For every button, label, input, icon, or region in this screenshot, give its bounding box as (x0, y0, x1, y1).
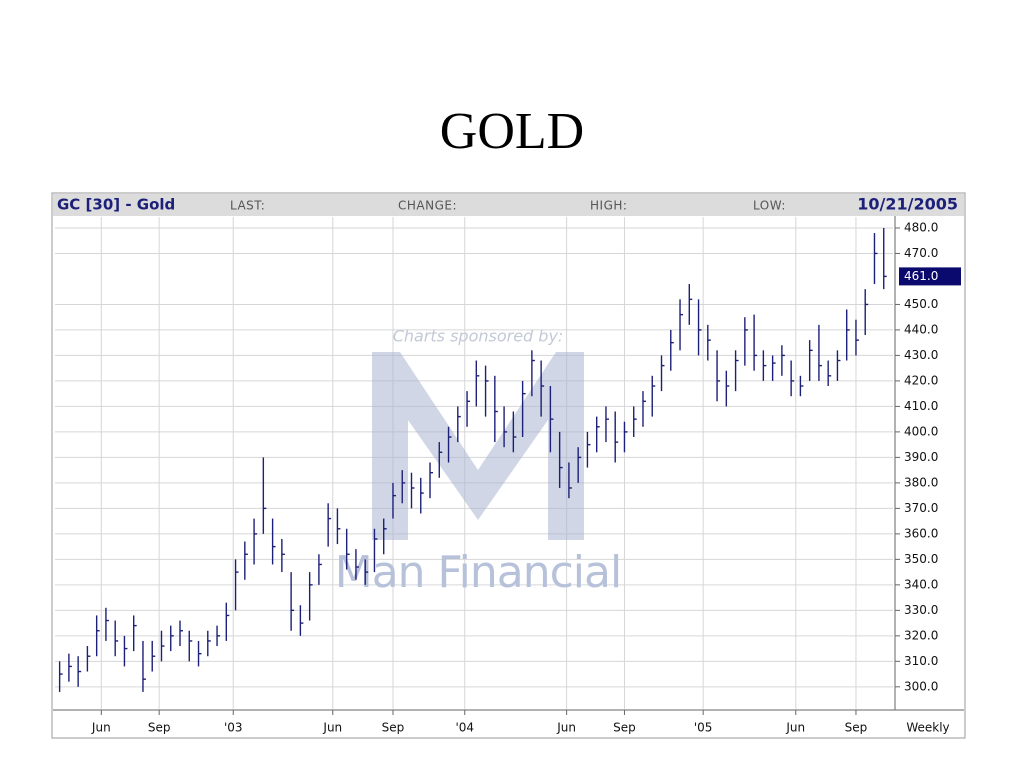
x-tick-label: '03 (224, 721, 243, 735)
x-tick-label: Jun (322, 721, 342, 735)
x-tick-label: Sep (613, 721, 636, 735)
y-tick-label: 370.0 (904, 501, 938, 515)
header-field: CHANGE: (398, 199, 457, 213)
y-tick-label: 310.0 (904, 654, 938, 668)
y-tick-label: 440.0 (904, 322, 938, 336)
y-tick-label: 430.0 (904, 348, 938, 362)
y-tick-label: 380.0 (904, 475, 938, 489)
y-tick-label: 450.0 (904, 297, 938, 311)
y-tick-label: 480.0 (904, 220, 938, 234)
y-tick-label: 300.0 (904, 679, 938, 693)
period-label: Weekly (906, 721, 949, 735)
chart-date: 10/21/2005 (857, 195, 958, 214)
slide-title: GOLD (440, 103, 584, 160)
last-price-label: 461.0 (904, 269, 938, 283)
x-tick-label: Jun (556, 721, 576, 735)
x-tick-label: Sep (382, 721, 405, 735)
y-tick-label: 340.0 (904, 577, 938, 591)
y-tick-label: 390.0 (904, 450, 938, 464)
x-tick-label: Sep (845, 721, 868, 735)
y-tick-label: 470.0 (904, 246, 938, 260)
header-bar (53, 194, 964, 216)
y-tick-label: 350.0 (904, 552, 938, 566)
symbol-label: GC [30] - Gold (57, 196, 175, 214)
sponsor-text: Charts sponsored by: (393, 327, 564, 346)
bars (58, 227, 887, 692)
x-tick-label: '04 (455, 721, 474, 735)
y-tick-label: 330.0 (904, 603, 938, 617)
logo-mark (372, 352, 584, 540)
y-tick-label: 420.0 (904, 373, 938, 387)
header-field: LAST: (230, 199, 265, 213)
x-tick-label: Sep (148, 721, 171, 735)
grid (55, 217, 893, 709)
header-field: LOW: (753, 199, 786, 213)
sponsor-logo (372, 352, 584, 540)
y-tick-label: 400.0 (904, 424, 938, 438)
sponsor-name: Man Financial (335, 547, 621, 598)
last-price-box (899, 267, 961, 286)
x-tick-label: Jun (785, 721, 805, 735)
x-tick-label: '05 (694, 721, 713, 735)
y-tick-label: 320.0 (904, 628, 938, 642)
y-tick-label: 410.0 (904, 399, 938, 413)
y-tick-label: 360.0 (904, 526, 938, 540)
header-field: HIGH: (590, 199, 627, 213)
x-tick-label: Jun (91, 721, 111, 735)
